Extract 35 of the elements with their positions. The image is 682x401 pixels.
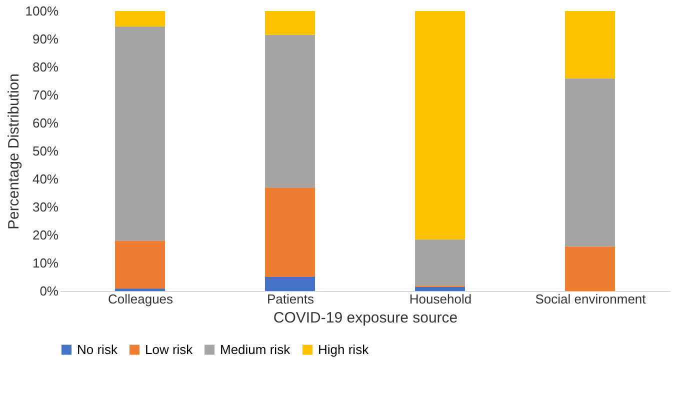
bar	[415, 286, 465, 291]
y-tick-label: 20%	[32, 228, 59, 242]
bar	[115, 11, 165, 26]
bar	[265, 34, 315, 188]
y-tick-label: 50%	[32, 144, 59, 158]
y-tick-label: 90%	[32, 32, 59, 46]
y-tick-label: 10%	[32, 256, 59, 270]
bar	[115, 26, 165, 241]
bar	[115, 240, 165, 288]
bar	[265, 187, 315, 277]
x-tick-label: Household	[409, 292, 472, 306]
bar	[565, 246, 615, 291]
y-tick-label: 70%	[32, 88, 59, 102]
y-tick-label: 60%	[32, 116, 59, 130]
bar	[415, 11, 465, 240]
bar	[265, 277, 315, 291]
y-axis-title: Percentage Distribution	[5, 74, 22, 230]
bar	[565, 11, 615, 78]
y-tick-label: 0%	[40, 284, 59, 298]
bar	[415, 239, 465, 286]
y-tick-label: 30%	[32, 200, 59, 214]
legend-label: Low risk	[145, 342, 194, 357]
x-tick-label: Colleagues	[108, 292, 174, 306]
legend-label: Medium risk	[220, 342, 291, 357]
bar	[265, 11, 315, 35]
bar	[565, 78, 615, 246]
x-tick-label: Social environment	[535, 292, 646, 306]
y-tick-label: 100%	[25, 4, 59, 18]
y-tick-label: 80%	[32, 60, 59, 74]
x-tick-label: Patients	[267, 292, 314, 306]
x-axis-title: COVID-19 exposure source	[273, 310, 458, 326]
bar	[115, 288, 165, 291]
y-tick-label: 40%	[32, 172, 59, 186]
legend-label: No risk	[77, 342, 118, 357]
legend-label: High risk	[318, 342, 370, 357]
